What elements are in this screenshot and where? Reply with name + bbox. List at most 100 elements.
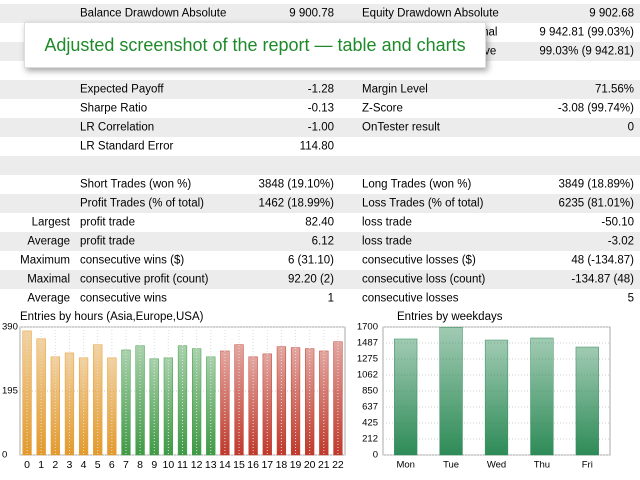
- y-tick-label: 0: [2, 450, 7, 461]
- x-tick-label: 22: [332, 459, 344, 471]
- value: -3.08 (99.74%): [558, 103, 634, 115]
- x-tick-label: 19: [290, 459, 302, 471]
- label: Maximal: [27, 274, 70, 286]
- chart-title: Entries by weekdays: [397, 311, 503, 323]
- value: 114.80: [300, 141, 334, 153]
- x-tick-label: 7: [123, 459, 129, 471]
- bar: [439, 327, 463, 456]
- value: 71.56%: [595, 84, 634, 96]
- value: 0: [628, 122, 634, 134]
- label: Loss Trades (% of total): [362, 198, 484, 210]
- bar: [262, 353, 272, 456]
- y-tick-label: 1487: [357, 338, 378, 349]
- label: loss trade: [362, 217, 412, 229]
- y-tick-label: 637: [362, 402, 378, 413]
- row-bg: [0, 270, 640, 289]
- value: 99.03% (9 942.81): [539, 46, 634, 58]
- label: consecutive losses: [362, 293, 459, 305]
- label: LR Standard Error: [80, 141, 173, 153]
- label: Average: [27, 293, 70, 305]
- label: consecutive profit (count): [80, 274, 209, 286]
- row-bg: [0, 80, 640, 99]
- x-tick-label: 8: [137, 459, 143, 471]
- x-tick-label: 21: [318, 459, 330, 471]
- x-tick-label: 16: [247, 459, 259, 471]
- x-tick-label: 14: [219, 459, 231, 471]
- value: 3849 (18.89%): [559, 179, 635, 191]
- label: Sharpe Ratio: [80, 103, 147, 115]
- label: loss trade: [362, 236, 412, 248]
- x-tick-label: 13: [205, 459, 217, 471]
- value: -0.13: [308, 103, 334, 115]
- value: -1.28: [308, 84, 334, 96]
- label: Expected Payoff: [80, 84, 164, 96]
- value: -3.02: [608, 236, 634, 248]
- x-tick-label: 18: [276, 459, 288, 471]
- x-tick-label: Wed: [487, 460, 506, 471]
- label: Balance Drawdown Absolute: [80, 8, 226, 20]
- row-bg: [0, 194, 640, 213]
- bar: [64, 352, 75, 456]
- chart-title: Entries by hours (Asia,Europe,USA): [20, 311, 204, 323]
- x-tick-label: 3: [67, 459, 73, 471]
- bar: [305, 348, 315, 456]
- row-bg: [0, 4, 640, 23]
- bar: [484, 339, 509, 456]
- bar: [575, 346, 599, 456]
- label: Profit Trades (% of total): [80, 198, 204, 210]
- x-tick-label: Fri: [582, 460, 593, 471]
- bar: [333, 341, 343, 456]
- value: 9 900.78: [289, 8, 334, 20]
- label: consecutive loss (count): [362, 274, 486, 286]
- label: consecutive losses ($): [362, 255, 476, 267]
- y-tick-label: 212: [362, 434, 378, 445]
- y-tick-label: 390: [2, 322, 18, 333]
- bar: [22, 330, 32, 456]
- value: -1.00: [308, 122, 334, 134]
- x-tick-label: 0: [24, 459, 30, 471]
- label: profit trade: [80, 217, 135, 229]
- label: OnTester result: [362, 122, 441, 134]
- label: Largest: [32, 217, 71, 229]
- y-tick-label: 0: [373, 450, 378, 461]
- x-tick-label: 12: [191, 459, 203, 471]
- x-tick-label: Tue: [443, 460, 459, 471]
- bar: [149, 358, 159, 456]
- label: Margin Level: [362, 84, 428, 96]
- value: 5: [628, 293, 634, 305]
- x-tick-label: 20: [304, 459, 316, 471]
- label: LR Correlation: [80, 122, 154, 134]
- label: consecutive wins: [80, 293, 167, 305]
- x-tick-label: 10: [163, 459, 175, 471]
- value: 9 902.68: [589, 8, 634, 20]
- value: 6.12: [312, 236, 334, 248]
- row-bg: [0, 118, 640, 137]
- x-tick-label: Mon: [396, 460, 414, 471]
- label: Maximum: [20, 255, 70, 267]
- label: profit trade: [80, 236, 135, 248]
- label: Short Trades (won %): [80, 179, 191, 191]
- y-tick-label: 850: [362, 386, 378, 397]
- value: 6235 (81.01%): [559, 198, 635, 210]
- bar: [394, 338, 418, 456]
- x-tick-label: 11: [177, 459, 188, 471]
- value: 9 942.81 (99.03%): [539, 27, 634, 39]
- value: 1462 (18.99%): [259, 198, 335, 210]
- x-tick-label: 2: [52, 459, 58, 471]
- x-tick-label: 1: [38, 459, 44, 471]
- value: -50.10: [601, 217, 634, 229]
- y-tick-label: 1275: [357, 354, 378, 365]
- x-tick-label: 9: [151, 459, 157, 471]
- value: 48 (-134.87): [571, 255, 634, 267]
- value: -134.87 (48): [571, 274, 634, 286]
- label: Average: [27, 236, 70, 248]
- label: Equity Drawdown Absolute: [362, 8, 499, 20]
- y-tick-label: 1062: [357, 370, 378, 381]
- x-tick-label: Thu: [534, 460, 550, 471]
- bar: [290, 347, 301, 456]
- bar: [192, 348, 202, 456]
- value: 3848 (19.10%): [259, 179, 335, 191]
- x-tick-label: 6: [109, 459, 115, 471]
- bar: [530, 337, 554, 456]
